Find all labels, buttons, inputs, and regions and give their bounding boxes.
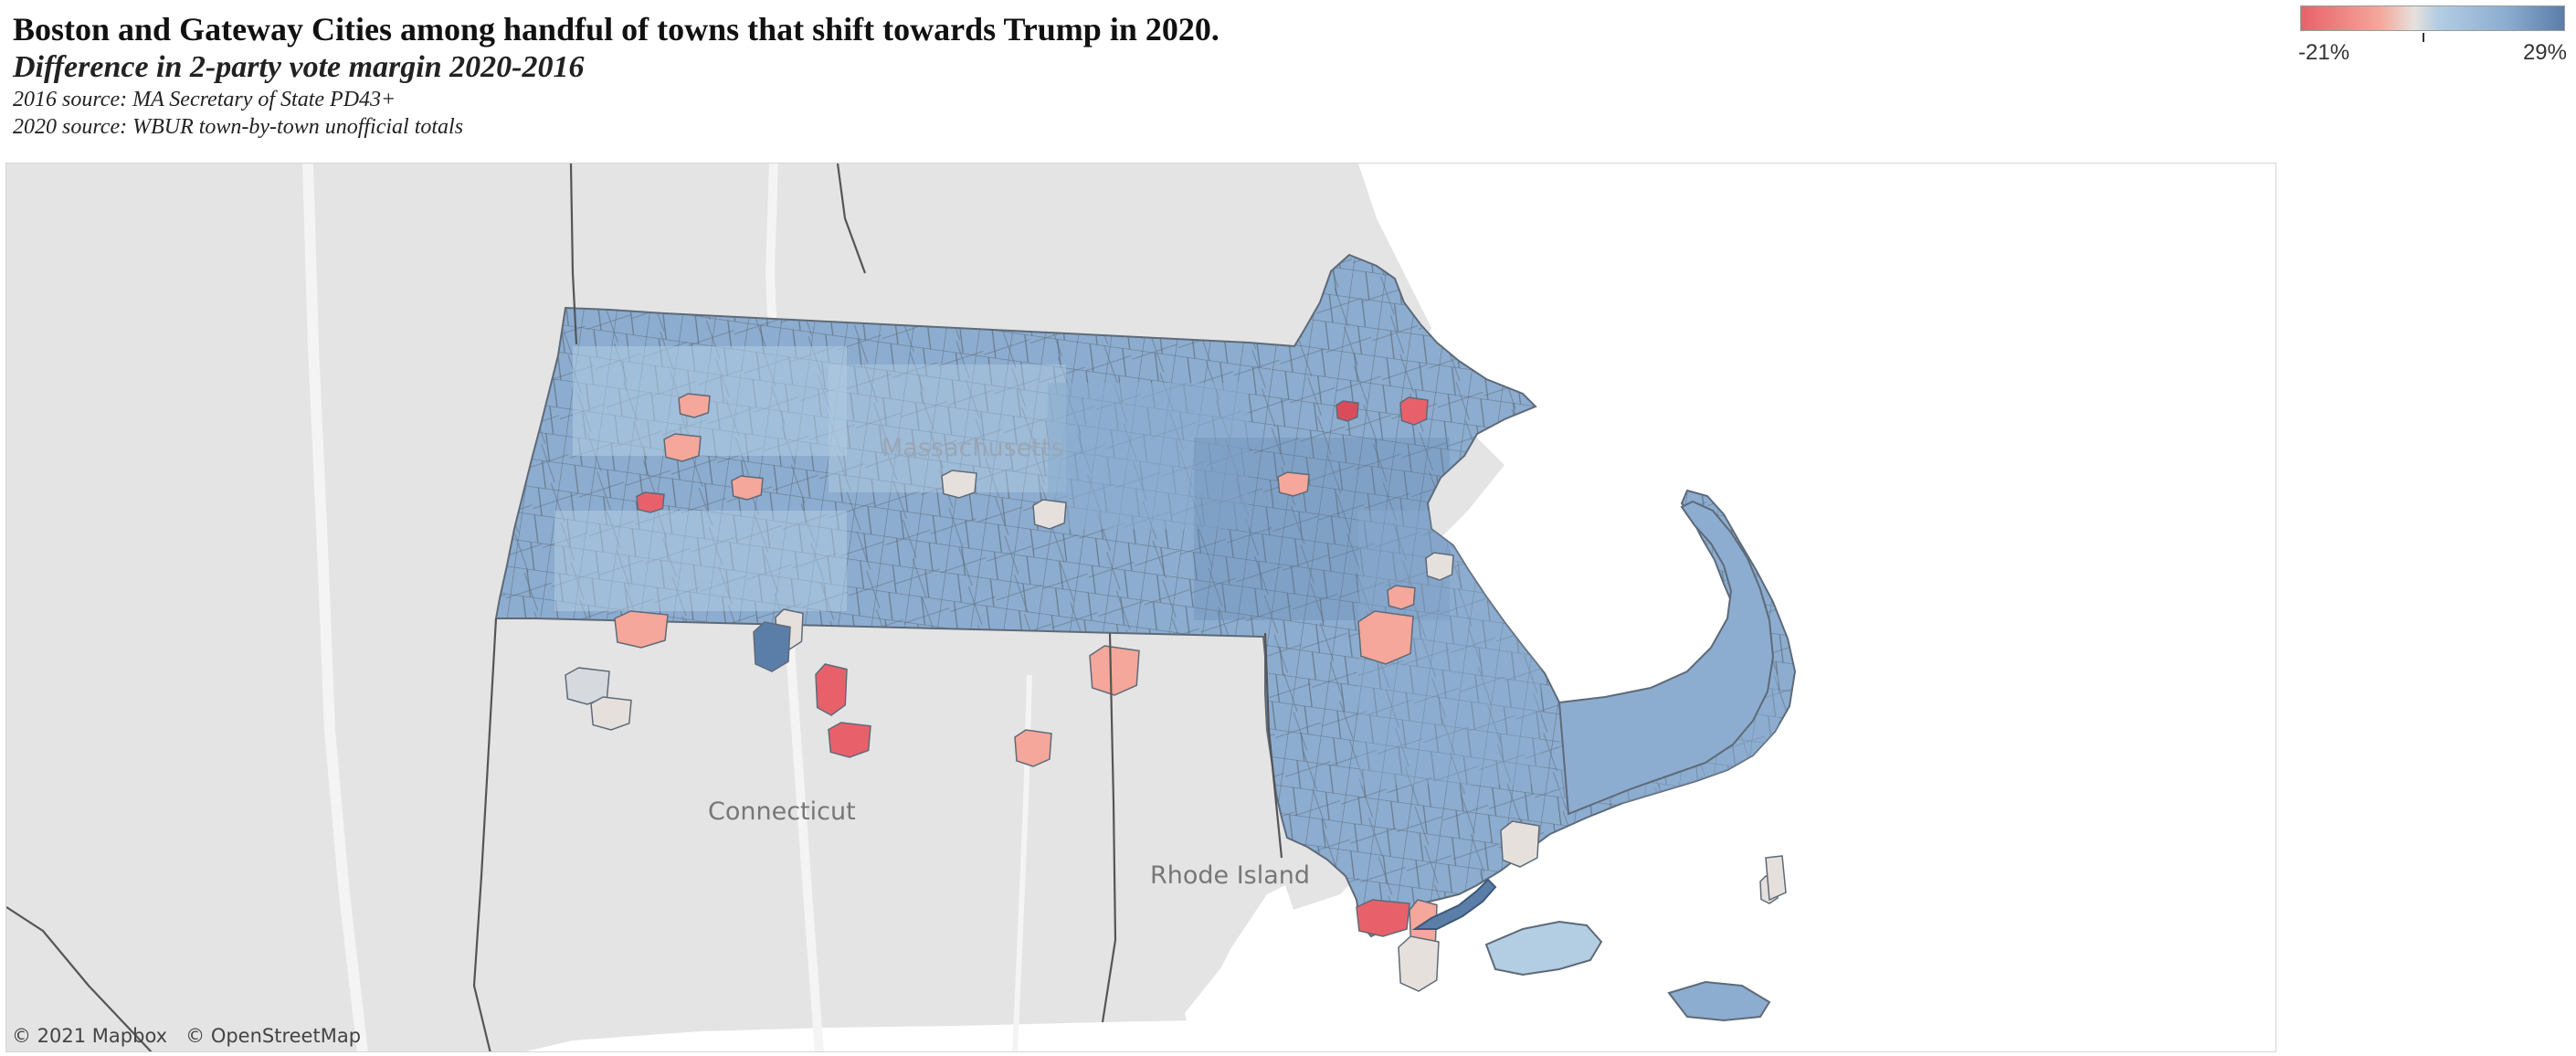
nantucket[interactable] <box>1667 980 1771 1022</box>
osm-attribution-link[interactable]: © OpenStreetMap <box>185 1025 362 1047</box>
source-2016: 2016 source: MA Secretary of State PD43+ <box>13 88 396 111</box>
cape-cod[interactable] <box>1557 500 1775 816</box>
town-shape[interactable] <box>1014 729 1052 767</box>
town-shape[interactable] <box>1399 396 1429 426</box>
tone-patch <box>829 364 1066 492</box>
connecticut-rhode-island-border <box>1101 632 1117 1023</box>
legend-max-label: 29% <box>2522 40 2567 65</box>
color-legend-gradient <box>2300 5 2565 31</box>
color-legend: -21% 29% <box>2298 5 2569 69</box>
town-shape[interactable] <box>1398 935 1440 992</box>
legend-zero-tick <box>2423 33 2424 42</box>
town-shape[interactable] <box>636 491 665 513</box>
town-shape[interactable] <box>1277 471 1310 497</box>
tone-patch <box>554 511 847 611</box>
long-island-sound <box>525 1020 1194 1051</box>
chart-subtitle: Difference in 2-party vote margin 2020-2… <box>13 50 585 84</box>
narragansett-bay <box>1196 885 1294 1051</box>
mapbox-attribution-link[interactable]: © 2021 Mapbox <box>12 1025 168 1047</box>
choropleth-map[interactable]: Massachusetts Connecticut Rhode Island ©… <box>5 163 2276 1052</box>
connecticut-label: Connecticut <box>708 797 856 826</box>
town-shape[interactable] <box>590 696 632 731</box>
town-shape[interactable] <box>1765 855 1787 902</box>
map-canvas[interactable] <box>6 164 2276 1052</box>
marthas-vineyard[interactable] <box>1484 920 1603 977</box>
map-attribution: © 2021 Mapbox © OpenStreetMap <box>12 1024 361 1048</box>
hudson-river <box>302 164 368 1051</box>
elizabeth-islands[interactable] <box>1411 878 1497 930</box>
town-shape[interactable] <box>614 610 669 649</box>
new-york-connecticut-border <box>472 618 498 1051</box>
town-shape[interactable] <box>678 393 711 418</box>
town-shape[interactable] <box>1357 610 1414 665</box>
vermont-nh-border <box>569 164 578 345</box>
source-2020: 2020 source: WBUR town-by-town unofficia… <box>13 115 464 139</box>
town-shape[interactable] <box>1032 499 1067 530</box>
town-shape[interactable] <box>815 663 848 716</box>
town-shape[interactable] <box>1089 645 1140 696</box>
town-shape[interactable] <box>1425 552 1454 581</box>
town-shape[interactable] <box>1387 585 1416 610</box>
town-shape[interactable] <box>828 722 871 758</box>
tone-patch <box>1048 383 1249 529</box>
town-shape[interactable] <box>1336 400 1359 422</box>
connecticut-southwest-border <box>6 906 153 1051</box>
rhode-island-mass-border <box>1263 632 1283 859</box>
town-shape[interactable] <box>1500 820 1540 868</box>
nh-maine-border <box>836 164 867 274</box>
chart-title: Boston and Gateway Cities among handful … <box>13 11 1219 48</box>
rhode-island-label: Rhode Island <box>1150 861 1311 890</box>
town-shape[interactable] <box>753 621 791 672</box>
legend-min-label: -21% <box>2298 40 2350 65</box>
town-shape[interactable] <box>1356 899 1410 937</box>
town-shape[interactable] <box>731 475 764 501</box>
massachusetts-label: Massachusetts <box>882 434 1064 462</box>
town-highlights <box>565 393 1787 992</box>
town-shape[interactable] <box>663 433 702 462</box>
town-shape[interactable] <box>941 470 977 499</box>
chart-header: Boston and Gateway Cities among handful … <box>13 9 2187 141</box>
